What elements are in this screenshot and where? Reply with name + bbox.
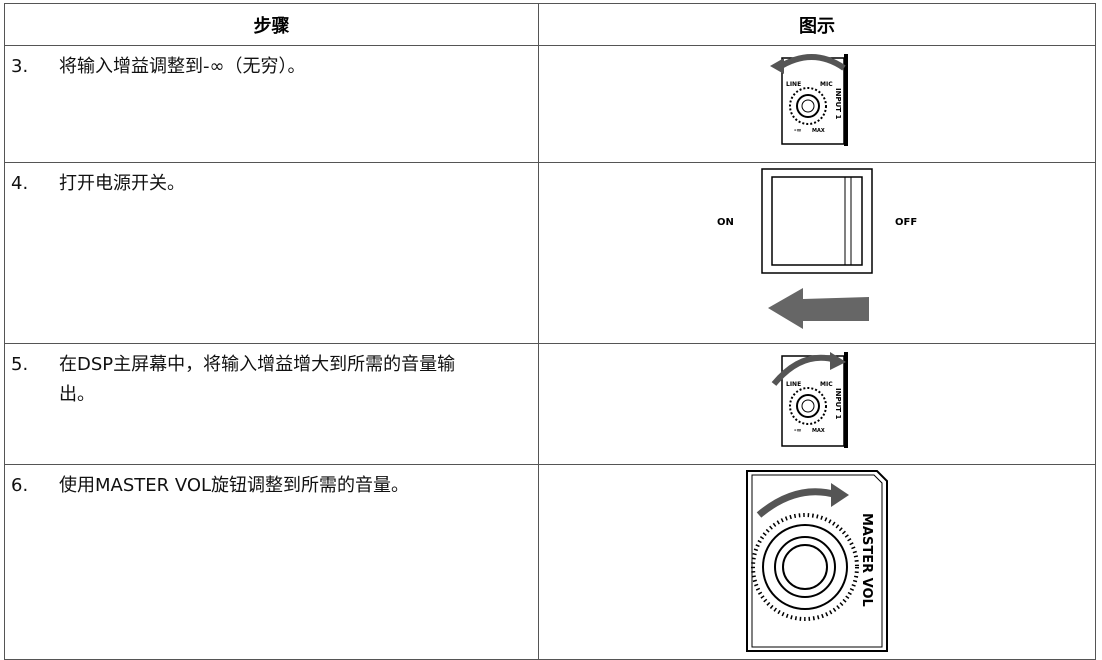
gain-knob: LINE MIC INPUT 1 -∞ MAX (771, 352, 848, 448)
step-cell: 5. 在DSP主屏幕中，将输入增益增大到所需的音量输出。 (4, 343, 539, 465)
knob-label: LINE (786, 81, 801, 88)
knob-label: MIC (820, 381, 833, 388)
knob-label: -∞ (794, 427, 802, 434)
gain-knob: LINE MIC INPUT 1 -∞ MAX (770, 54, 848, 146)
step-number: 6. (11, 475, 29, 496)
step-text: 打开电源开关。 (59, 173, 185, 194)
knob-label: MAX (812, 428, 825, 434)
knob-label: MIC (820, 81, 833, 88)
step-text: 在DSP主屏幕中，将输入增益增大到所需的音量输出。 (59, 354, 456, 405)
knob-label: -∞ (794, 127, 802, 134)
step-cell: 4. 打开电源开关。 (4, 162, 539, 344)
step-cell: 3. 将输入增益调整到-∞（无穷）。 (4, 45, 539, 163)
switch-label: ON (717, 217, 734, 228)
figure-cell: LINE MIC INPUT 1 -∞ MAX (538, 45, 1096, 163)
step-number: 4. (11, 173, 29, 194)
header-cell: 图示 (538, 3, 1096, 46)
switch-label: OFF (895, 217, 917, 228)
figure-cell: LINE MIC INPUT 1 -∞ MAX (538, 343, 1096, 465)
step-number: 3. (11, 56, 29, 77)
knob-label: LINE (786, 381, 801, 388)
step-text: 使用MASTER VOL旋钮调整到所需的音量。 (59, 475, 410, 496)
step-number: 5. (11, 354, 29, 375)
header-cell: 步骤 (4, 3, 539, 46)
master-knob: MASTER VOL (746, 470, 888, 652)
power-switch: ON OFF (717, 168, 917, 329)
knob-label: MASTER VOL (859, 513, 874, 607)
knob-label: MAX (812, 128, 825, 134)
figure-cell: ON OFF (538, 162, 1096, 344)
step-cell: 6. 使用MASTER VOL旋钮调整到所需的音量。 (4, 464, 539, 660)
steps-table: 步骤 图示 3. 将输入增益调整到-∞（无穷）。 LINE MIC INPUT 1… (4, 3, 1096, 660)
knob-label: INPUT 1 (834, 388, 842, 419)
figure-cell: MASTER VOL (538, 464, 1096, 660)
knob-label: INPUT 1 (834, 88, 842, 119)
step-text: 将输入增益调整到-∞（无穷）。 (59, 56, 306, 77)
